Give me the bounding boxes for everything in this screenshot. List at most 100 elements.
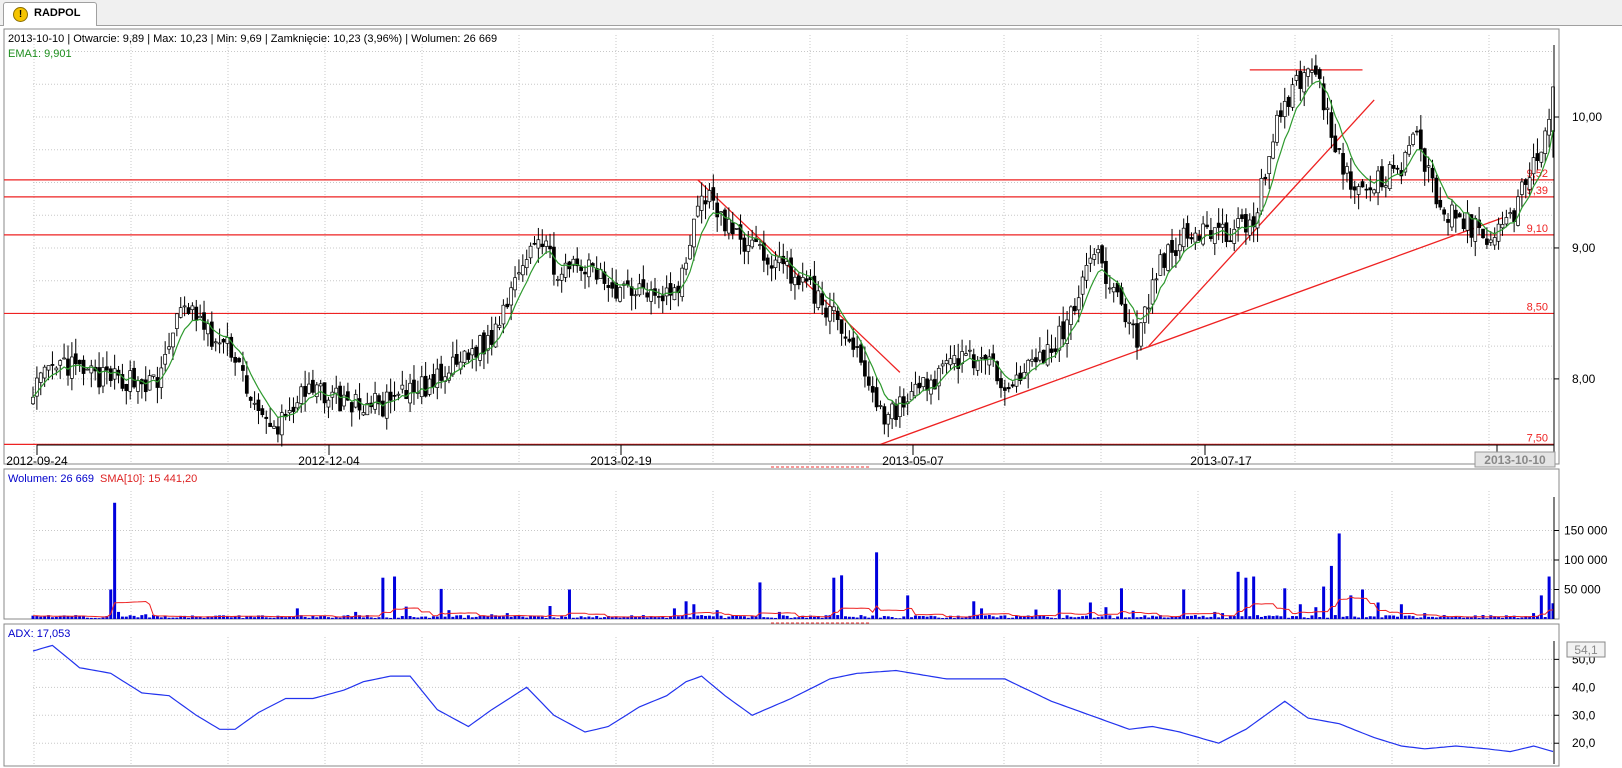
volume-bar <box>1081 616 1085 619</box>
volume-bar <box>412 617 416 619</box>
volume-bar <box>952 618 956 619</box>
volume-bar <box>428 617 432 619</box>
candle-body <box>101 367 105 387</box>
candle-body <box>614 282 618 299</box>
volume-bar <box>35 615 39 619</box>
candle-body <box>1127 321 1132 324</box>
volume-bar <box>925 616 929 619</box>
volume-bar <box>583 617 587 619</box>
candle-body <box>1076 297 1081 311</box>
candle-body <box>241 365 245 371</box>
candle-body <box>1041 349 1046 364</box>
volume-bar <box>1011 617 1015 619</box>
candle-body <box>1469 214 1474 238</box>
volume-bar <box>1291 615 1295 619</box>
candle-body <box>167 346 171 350</box>
volume-bar <box>338 617 342 619</box>
volume-bar <box>1069 616 1073 619</box>
candle-body <box>839 319 844 334</box>
volume-bar <box>132 615 136 619</box>
candle-body <box>163 353 168 365</box>
volume-bar <box>525 617 529 619</box>
candle-body <box>431 374 436 388</box>
candle-body <box>1321 83 1326 111</box>
ema-line <box>32 80 1554 419</box>
volume-bar <box>78 615 82 619</box>
candle-body <box>901 396 906 408</box>
volume-bar <box>1252 576 1256 619</box>
candle-body <box>765 257 770 265</box>
volume-bar <box>253 617 257 619</box>
volume-bar <box>560 615 564 619</box>
candle-body <box>536 239 541 249</box>
volume-bar <box>754 616 758 619</box>
candle-body <box>1006 387 1011 390</box>
volume-bar <box>645 617 649 619</box>
candle-body <box>948 358 953 366</box>
volume-bar <box>626 617 630 619</box>
volume-bar <box>482 615 486 619</box>
candle-body <box>874 387 879 408</box>
candle-body <box>474 346 479 358</box>
volume-bar <box>1294 616 1298 619</box>
candle-body <box>1504 217 1509 225</box>
volume-bar <box>1399 604 1403 619</box>
volume-bar <box>1162 617 1166 619</box>
volume-bar <box>408 615 412 619</box>
candle-body <box>194 306 199 321</box>
candle-body <box>404 389 409 399</box>
candle-body <box>505 303 510 308</box>
volume-bar <box>843 616 847 619</box>
volume-bar <box>750 616 754 619</box>
volume-bar <box>311 615 315 619</box>
volume-bar <box>820 617 824 619</box>
candle-body <box>1317 69 1322 79</box>
candle-body <box>85 368 90 371</box>
volume-bar <box>1256 615 1260 619</box>
candle-body <box>105 366 109 371</box>
date-tick-label: 2013-02-19 <box>590 454 652 468</box>
volume-bar <box>832 577 836 619</box>
candle-body <box>800 276 805 283</box>
candle-body <box>314 384 319 397</box>
volume-bar <box>284 617 288 619</box>
adx-panel[interactable]: 20,030,040,050,0 ADX: 17,053 54,1 <box>3 623 1606 767</box>
volume-bar <box>463 617 467 619</box>
tab-radpol[interactable]: ! RADPOL <box>3 2 97 26</box>
volume-bar <box>1182 589 1186 619</box>
candle-body <box>50 364 55 366</box>
volume-panel[interactable]: 50 000 100 000 150 000 Wolumen: 26 669 SMA… <box>3 468 1608 624</box>
candle-body <box>637 283 642 296</box>
volume-bar <box>1228 615 1232 619</box>
level-label: 9,39 <box>1527 185 1548 197</box>
candle-body <box>1508 212 1513 215</box>
volume-bar <box>1535 616 1539 619</box>
volume-bar <box>315 617 319 619</box>
candle-body <box>987 356 992 366</box>
candle-body <box>466 352 471 360</box>
candle-body <box>734 228 739 230</box>
candle-body <box>1259 178 1264 212</box>
level-label: 9,10 <box>1527 223 1548 235</box>
volume-bar <box>1104 607 1108 619</box>
volume-bar <box>50 617 54 619</box>
volume-bar <box>517 615 521 619</box>
candle-body <box>260 408 265 416</box>
candle-body <box>1030 358 1034 362</box>
volume-bar <box>707 615 711 619</box>
volume-bar <box>1197 616 1201 619</box>
volume-bar <box>186 617 190 619</box>
candle-body <box>835 310 840 320</box>
candle-body <box>544 240 548 247</box>
volume-bar <box>1306 617 1310 619</box>
volume-bar <box>241 618 245 619</box>
candle-body <box>1395 167 1400 170</box>
date-tick-label: 2012-09-24 <box>6 454 68 468</box>
volume-bar <box>1380 617 1384 619</box>
volume-bar <box>400 616 404 619</box>
candle-body <box>1177 244 1182 252</box>
adx-value-box: 54,1 <box>1574 643 1598 657</box>
candle-body <box>1045 344 1050 366</box>
